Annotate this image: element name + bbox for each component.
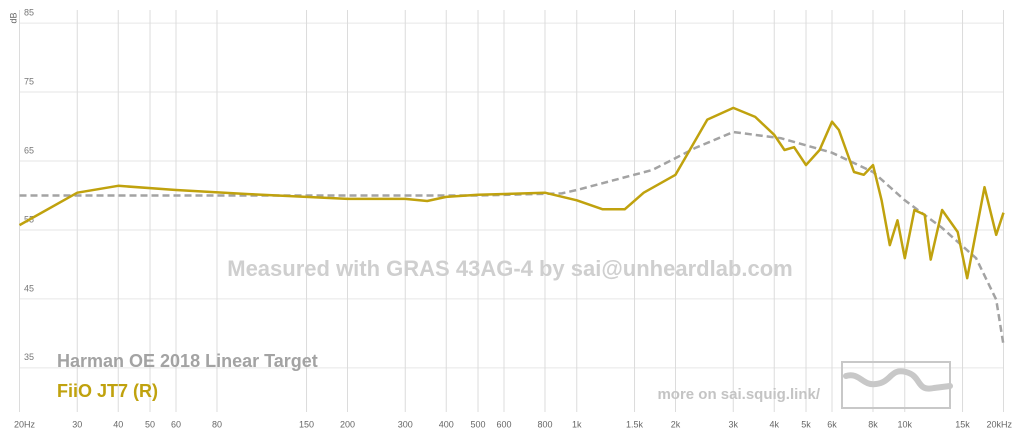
y-tick-label: 35: [24, 352, 34, 362]
watermark: Measured with GRAS 43AG-4 by sai@unheard…: [227, 256, 792, 281]
x-tick-label: 1k: [572, 419, 582, 429]
y-tick-label: 75: [24, 76, 34, 86]
x-tick-label: 400: [439, 419, 454, 429]
legend: Harman OE 2018 Linear Target FiiO JT7 (R): [57, 351, 318, 401]
y-tick-label: 85: [24, 7, 34, 17]
x-tick-label: 1.5k: [626, 419, 644, 429]
x-tick-label: 4k: [769, 419, 779, 429]
x-tick-label: 500: [471, 419, 486, 429]
x-tick-label: 80: [212, 419, 222, 429]
logo: [841, 361, 953, 409]
x-tick-label: 15k: [955, 419, 970, 429]
footer-link: more on sai.squig.link/: [657, 386, 820, 403]
x-tick-label: 60: [171, 419, 181, 429]
legend-entry: Harman OE 2018 Linear Target: [57, 351, 318, 371]
x-tick-label: 10k: [898, 419, 913, 429]
series-line: [18, 106, 1005, 280]
lines: [18, 106, 1005, 346]
y-tick-label: 45: [24, 283, 34, 293]
legend-entry: FiiO JT7 (R): [57, 381, 158, 401]
x-tick-label: 300: [398, 419, 413, 429]
x-tick-label: 6k: [827, 419, 837, 429]
x-tick-label: 2k: [671, 419, 681, 429]
x-tick-label: 200: [340, 419, 355, 429]
x-tick-label: 40: [113, 419, 123, 429]
y-tick-label: 65: [24, 145, 34, 155]
x-tick-label: 8k: [868, 419, 878, 429]
x-tick-label: 5k: [801, 419, 811, 429]
x-tick-label: 50: [145, 419, 155, 429]
y-axis-label: dB: [8, 12, 18, 23]
x-tick-label: 600: [496, 419, 511, 429]
series-line: [19, 130, 1005, 346]
x-tick-label: 20Hz: [14, 419, 36, 429]
x-tick-label: 20kHz: [986, 419, 1012, 429]
x-tick-label: 30: [72, 419, 82, 429]
logo-frame: [841, 361, 951, 409]
logo-wave: [843, 368, 953, 392]
x-tick-label: 800: [537, 419, 552, 429]
x-tick-label: 3k: [729, 419, 739, 429]
x-tick-label: 150: [299, 419, 314, 429]
